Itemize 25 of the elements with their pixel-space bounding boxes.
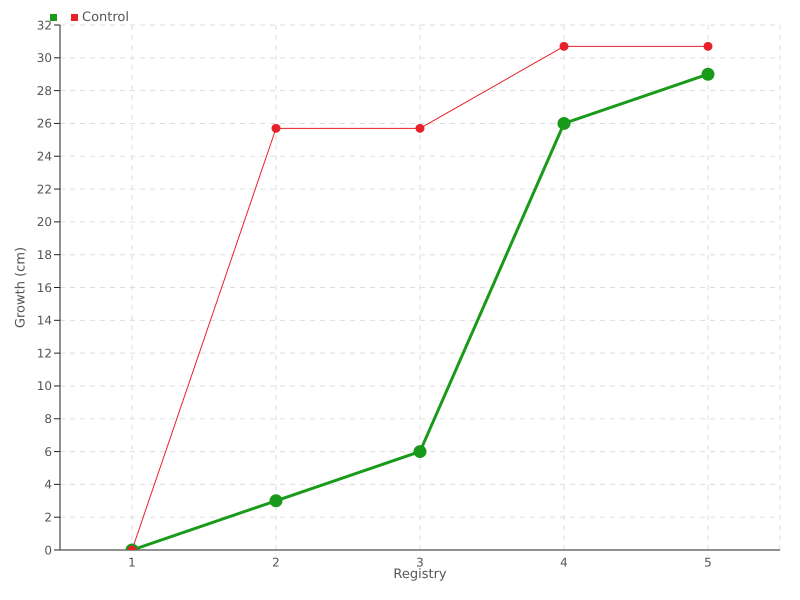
legend-label: Control bbox=[82, 10, 129, 25]
x-tick-label: 4 bbox=[560, 556, 568, 570]
y-tick-label: 2 bbox=[44, 510, 52, 524]
y-tick-label: 6 bbox=[44, 444, 52, 459]
x-tick-label: 2 bbox=[272, 556, 280, 570]
y-tick-label: 18 bbox=[36, 248, 52, 262]
y-tick-label: 8 bbox=[44, 412, 52, 426]
x-axis-title: Registry bbox=[393, 567, 447, 582]
y-axis-title: Growth (cm) bbox=[14, 246, 29, 328]
y-tick-label: 12 bbox=[36, 346, 52, 360]
y-tick-label: 14 bbox=[36, 314, 52, 328]
y-tick-label: 10 bbox=[36, 379, 52, 394]
y-tick-label: 26 bbox=[36, 116, 52, 131]
x-tick-label: 1 bbox=[128, 556, 136, 570]
x-tick-label: 3 bbox=[416, 556, 424, 570]
y-tick-label: 28 bbox=[36, 84, 52, 98]
y-tick-label: 4 bbox=[44, 478, 52, 492]
y-tick-label: 16 bbox=[36, 280, 52, 295]
y-tick-label: 30 bbox=[36, 51, 52, 66]
y-tick-label: 24 bbox=[36, 150, 52, 164]
y-tick-label: 0 bbox=[44, 543, 52, 558]
x-tick-label: 5 bbox=[704, 556, 712, 570]
y-tick-label: 32 bbox=[36, 18, 52, 32]
y-tick-label: 22 bbox=[36, 182, 52, 196]
y-tick-label: 20 bbox=[36, 215, 52, 230]
